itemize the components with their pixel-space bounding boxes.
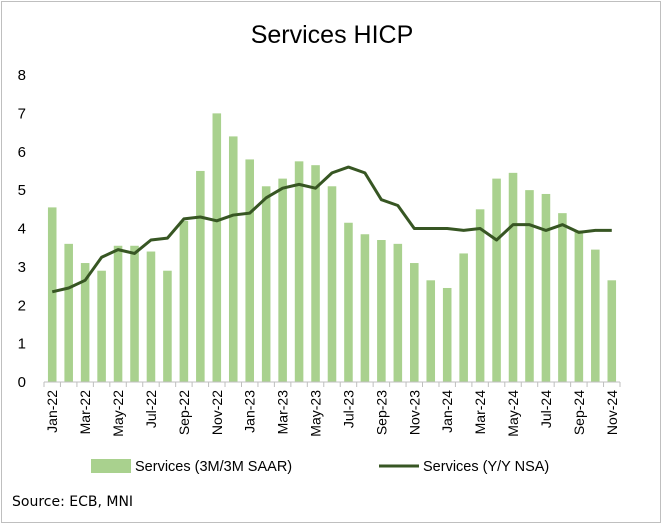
bar-mar-22: [80, 263, 90, 382]
x-tick-label-jan-24: Jan-24: [439, 390, 455, 433]
bar-aug-24: [558, 213, 567, 382]
x-tick-label-mar-22: Mar-22: [77, 390, 93, 435]
bar-feb-22: [64, 243, 73, 382]
y-tick-label: 6: [18, 144, 26, 161]
bar-may-23: [311, 165, 320, 382]
bar-series: [47, 113, 617, 382]
bar-may-24: [508, 172, 518, 382]
legend-swatch-bars: [91, 459, 131, 473]
x-tick-label-jul-22: Jul-22: [143, 390, 159, 428]
bar-feb-23: [261, 186, 271, 382]
bar-aug-22: [163, 270, 172, 382]
x-tick-label-may-24: May-24: [505, 390, 521, 437]
x-tick-label-jan-23: Jan-23: [242, 390, 258, 433]
x-tick-label-jul-23: Jul-23: [340, 390, 356, 428]
bar-aug-23: [360, 234, 370, 382]
bar-nov-24: [607, 280, 617, 382]
bar-dec-22: [228, 136, 238, 382]
legend-label-line: Services (Y/Y NSA): [423, 459, 549, 475]
bar-jul-23: [344, 222, 353, 382]
y-tick-label: 0: [18, 374, 26, 391]
x-tick-label-sep-22: Sep-22: [176, 390, 192, 435]
x-tick-label-may-23: May-23: [308, 390, 324, 437]
chart-title: Services HICP: [251, 21, 414, 49]
bar-jan-23: [245, 159, 254, 382]
bar-may-22: [113, 245, 123, 382]
bar-nov-22: [212, 113, 222, 382]
bar-apr-23: [294, 161, 304, 382]
y-tick-label: 2: [18, 297, 26, 314]
y-tick-label: 4: [18, 221, 26, 238]
x-tick-label-jul-24: Jul-24: [538, 390, 554, 428]
x-tick-label-sep-24: Sep-24: [571, 390, 587, 435]
source-note: Source: ECB, MNI: [12, 494, 134, 510]
bar-sep-24: [574, 230, 584, 382]
bar-mar-24: [475, 209, 485, 382]
bar-dec-23: [426, 280, 436, 382]
bar-apr-24: [492, 178, 501, 382]
bar-sep-23: [377, 240, 386, 382]
bar-feb-24: [459, 253, 468, 382]
x-tick-label-nov-24: Nov-24: [604, 390, 620, 435]
line-series-yy-nsa: [51, 165, 612, 294]
legend-label-bars: Services (3M/3M SAAR): [135, 459, 292, 475]
bar-sep-22: [179, 220, 189, 382]
x-tick-label-sep-23: Sep-23: [373, 390, 389, 435]
y-tick-label: 5: [18, 182, 26, 199]
bar-jun-24: [525, 190, 534, 382]
y-tick-label: 7: [18, 105, 26, 122]
x-tick-label-nov-23: Nov-23: [406, 390, 422, 435]
x-tick-label-mar-24: Mar-24: [472, 390, 488, 435]
bar-jan-22: [47, 207, 57, 382]
bar-jun-22: [130, 245, 139, 382]
y-tick-label: 1: [18, 336, 26, 353]
bar-apr-22: [97, 270, 106, 382]
bar-nov-23: [410, 263, 419, 382]
y-tick-label: 8: [18, 67, 26, 84]
x-tick-label-nov-22: Nov-22: [209, 390, 225, 435]
bar-oct-23: [393, 243, 403, 382]
bar-oct-22: [196, 170, 205, 382]
x-tick-label-may-22: May-22: [110, 390, 126, 437]
bar-jun-23: [327, 186, 337, 382]
x-axis: Jan-22 Mar-22 May-22 Jul-22 Sep-22 Nov-22 Jan-…: [43, 382, 621, 437]
x-tick-label-mar-23: Mar-23: [275, 390, 291, 435]
y-tick-label: 3: [18, 259, 26, 276]
y-axis: 0 1 2 3 4 5 6 7 8: [18, 67, 26, 391]
bar-oct-24: [591, 249, 600, 382]
legend: Services (3M/3M SAAR) Services (Y/Y NSA): [91, 459, 549, 475]
x-tick-label-jan-22: Jan-22: [44, 390, 60, 433]
bar-jan-24: [442, 287, 452, 382]
bar-jul-24: [541, 193, 551, 382]
bar-mar-23: [278, 178, 287, 382]
bar-jul-22: [146, 251, 156, 382]
